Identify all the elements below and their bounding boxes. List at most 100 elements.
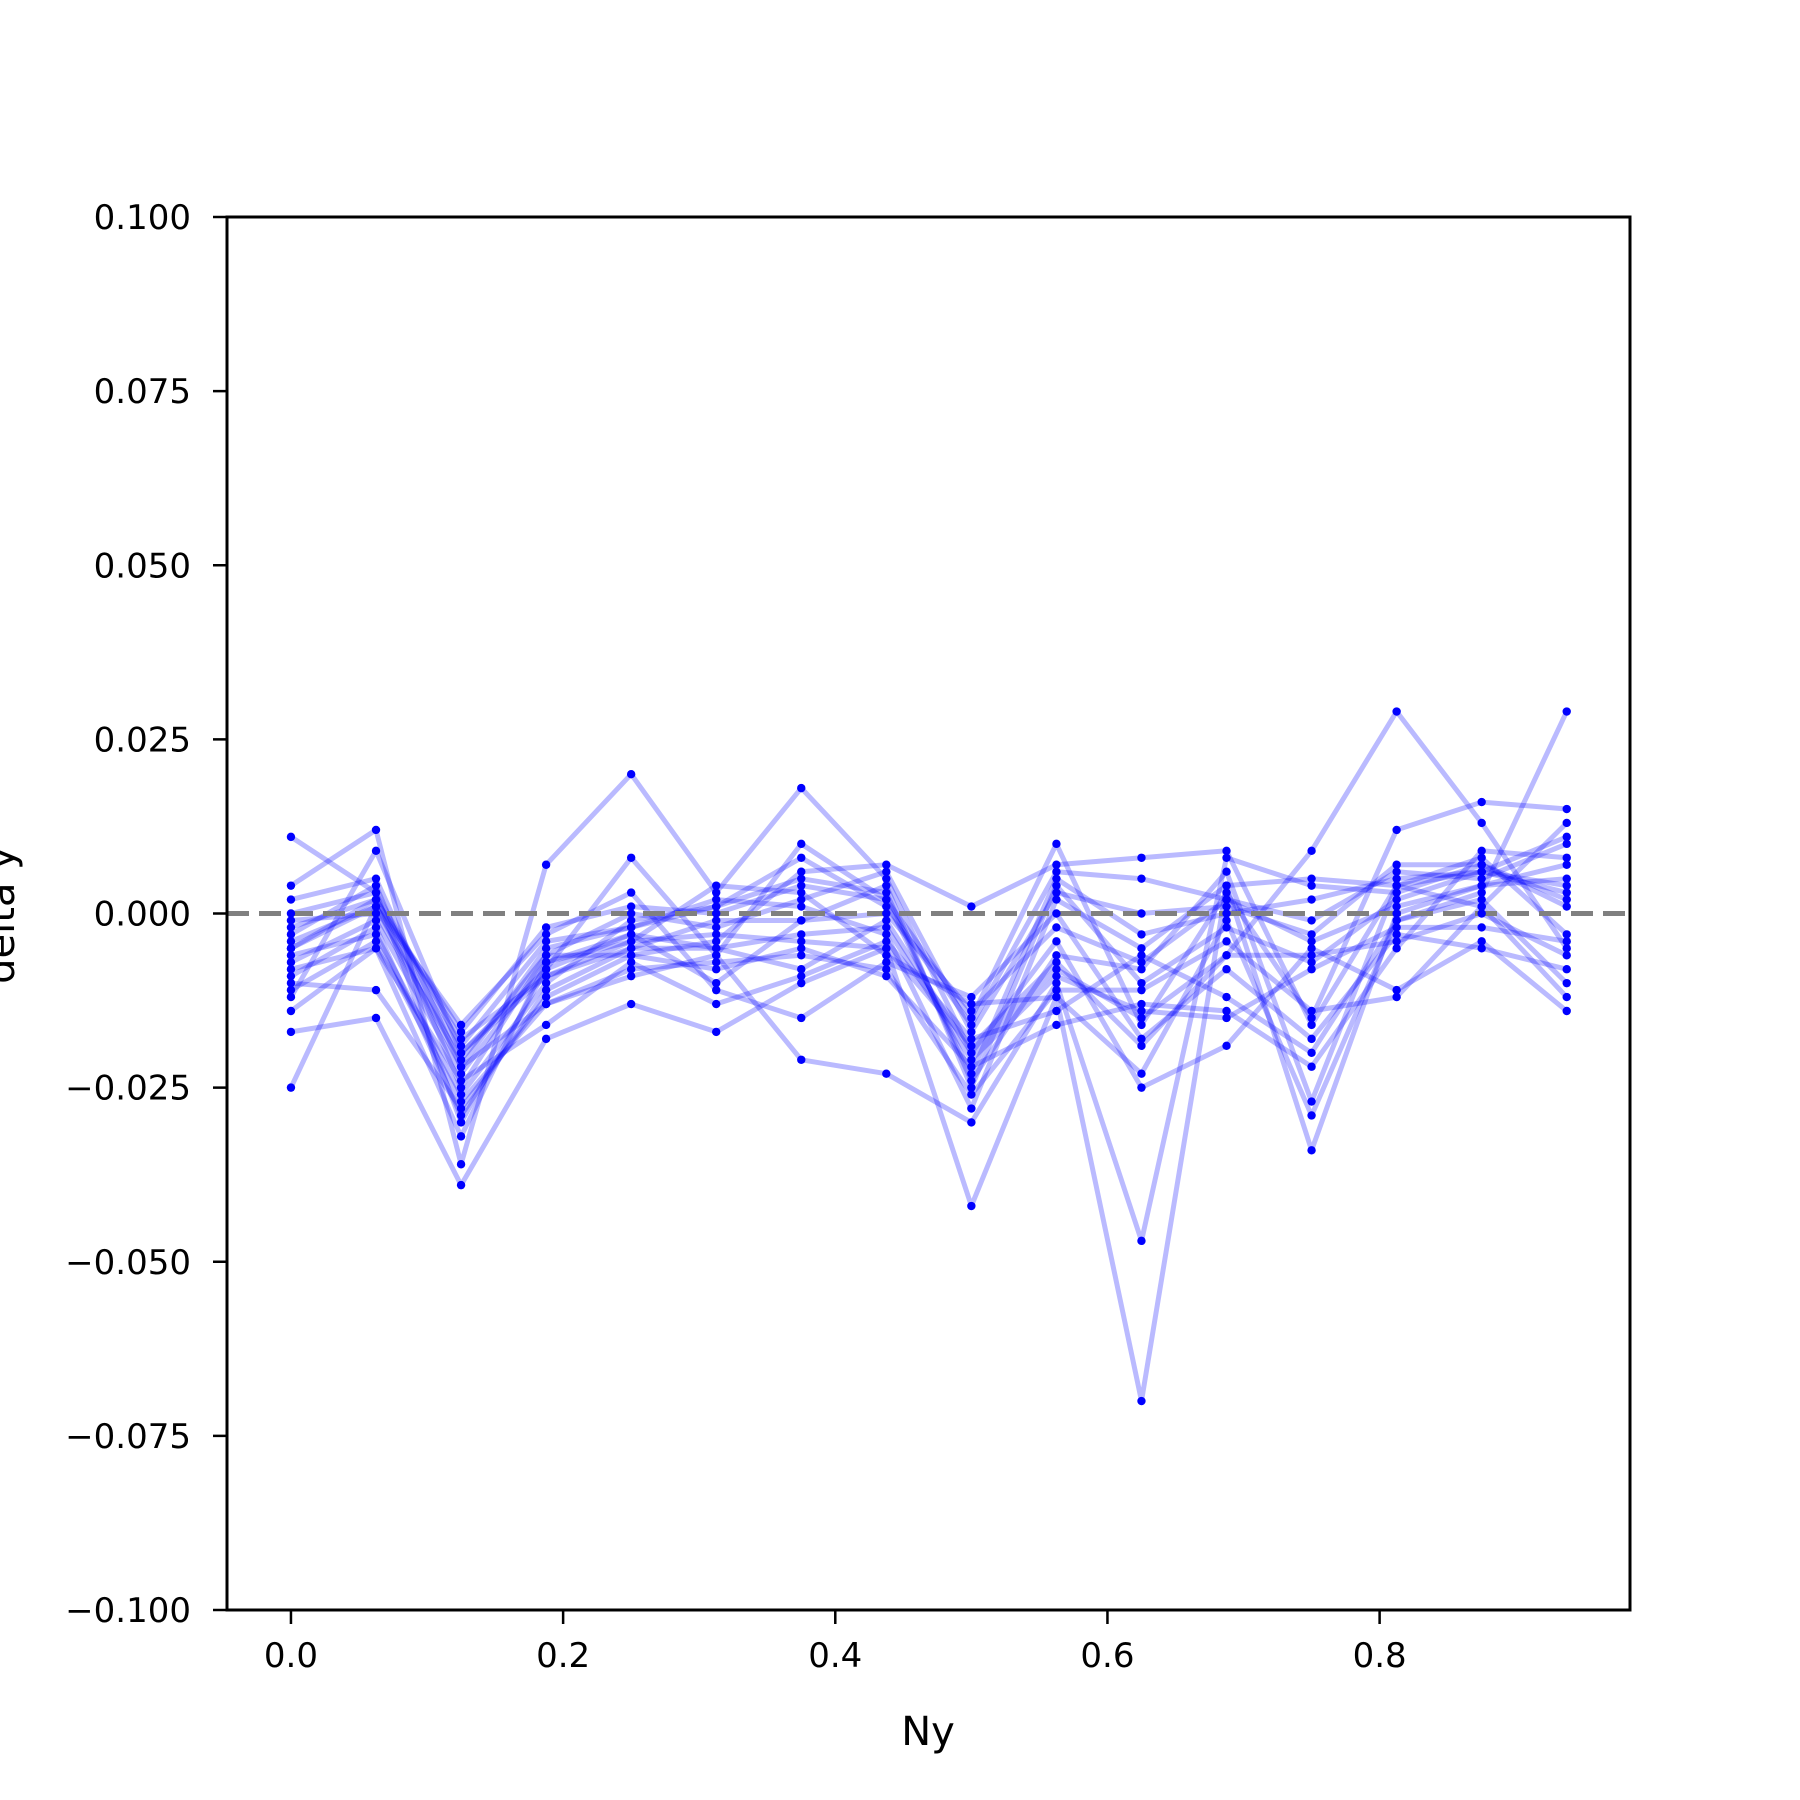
data-point-18-8 [882, 895, 891, 904]
data-point-14-3 [456, 1055, 466, 1064]
data-point-5-13 [1307, 1013, 1316, 1023]
data-point-11-6 [712, 985, 721, 995]
data-point-9-14 [1392, 909, 1401, 918]
data-point-16-15 [1477, 874, 1486, 883]
data-point-12-3 [456, 1090, 466, 1099]
data-point-4-13 [1307, 846, 1316, 856]
data-point-3-7 [797, 978, 806, 988]
data-point-1-14 [1392, 895, 1401, 904]
data-point-17-11 [1137, 1041, 1146, 1051]
data-point-8-8 [882, 951, 891, 960]
data-point-6-16 [1562, 832, 1571, 842]
data-point-5-16 [1562, 804, 1571, 814]
data-point-16-10 [1052, 867, 1061, 876]
data-point-9-2 [371, 874, 381, 883]
data-point-2-8 [882, 1069, 891, 1078]
data-point-16-14 [1392, 867, 1401, 876]
data-point-15-3 [456, 1111, 466, 1120]
data-point-18-14 [1392, 874, 1401, 883]
data-point-12-13 [1307, 1097, 1316, 1106]
data-point-14-8 [882, 867, 891, 876]
data-point-8-15 [1477, 888, 1486, 897]
data-point-15-13 [1307, 965, 1316, 974]
data-point-1-13 [1307, 958, 1316, 967]
data-point-1-16 [1562, 888, 1571, 897]
data-point-4-7 [797, 783, 806, 793]
data-point-20-7 [797, 916, 806, 925]
data-point-11-13 [1307, 1034, 1316, 1044]
data-point-12-1 [286, 951, 296, 960]
data-point-6-8 [882, 860, 891, 869]
data-point-7-12 [1222, 1041, 1231, 1051]
data-point-7-10 [1052, 937, 1061, 946]
data-point-19-12 [1222, 937, 1231, 946]
data-point-13-8 [882, 937, 891, 946]
data-point-5-6 [712, 951, 721, 960]
data-point-14-5 [626, 909, 636, 918]
series-line-7 [290, 918, 1569, 1139]
data-point-10-12 [1222, 1006, 1231, 1016]
data-point-2-13 [1307, 881, 1316, 890]
data-point-18-10 [1052, 874, 1061, 883]
data-point-17-6 [712, 930, 721, 939]
data-point-10-5 [626, 951, 636, 960]
data-point-2-7 [797, 1055, 806, 1064]
data-point-2-9 [967, 1118, 976, 1127]
data-point-10-3 [456, 1104, 466, 1113]
data-point-1-3 [456, 1118, 466, 1127]
y-tick-label: −0.025 [65, 1069, 191, 1109]
series-line-9 [290, 876, 1567, 1153]
data-point-2-10 [1052, 978, 1061, 988]
data-point-13-7 [797, 971, 806, 981]
data-point-11-14 [1392, 930, 1401, 939]
data-point-19-7 [797, 951, 806, 960]
data-point-17-2 [371, 916, 381, 925]
data-point-13-12 [1222, 992, 1231, 1002]
data-point-13-3 [456, 1076, 466, 1085]
data-point-11-11 [1137, 1034, 1146, 1044]
data-point-13-15 [1477, 895, 1486, 904]
data-point-4-1 [286, 881, 296, 890]
data-point-16-11 [1137, 874, 1146, 883]
data-point-17-9 [967, 1041, 976, 1051]
series-line-2 [288, 855, 1568, 1244]
data-point-4-5 [626, 770, 636, 779]
data-point-9-10 [1052, 895, 1061, 904]
y-tick-label: 0.000 [94, 895, 191, 935]
data-point-10-7 [797, 944, 806, 953]
data-point-18-12 [1222, 909, 1231, 918]
data-point-11-7 [797, 1013, 806, 1023]
data-point-16-6 [712, 902, 721, 911]
data-point-9-11 [1137, 944, 1146, 953]
data-point-19-16 [1562, 992, 1571, 1002]
data-point-10-4 [541, 992, 551, 1002]
data-point-11-1 [286, 937, 296, 946]
data-point-5-4 [541, 965, 551, 974]
data-point-1-11 [1137, 978, 1146, 988]
data-point-17-1 [286, 958, 296, 967]
data-point-14-13 [1307, 930, 1316, 939]
data-point-20-10 [1052, 923, 1061, 932]
data-point-5-10 [1052, 839, 1061, 849]
data-point-13-1 [286, 1006, 296, 1016]
series-line-13 [289, 897, 1569, 1084]
data-point-12-7 [797, 874, 806, 883]
series-line-1 [289, 834, 1568, 1125]
data-point-20-14 [1392, 902, 1401, 911]
data-point-13-9 [967, 1034, 976, 1044]
data-point-18-13 [1307, 895, 1316, 904]
data-point-5-1 [286, 992, 296, 1002]
data-point-11-9 [967, 992, 976, 1002]
data-point-7-5 [626, 930, 636, 939]
data-point-17-12 [1222, 951, 1231, 960]
data-point-19-6 [712, 958, 721, 967]
data-point-7-14 [1392, 985, 1401, 995]
data-point-6-11 [1137, 853, 1146, 862]
data-point-20-11 [1137, 958, 1146, 967]
data-point-8-7 [797, 888, 806, 897]
y-tick-label: 0.075 [94, 372, 191, 412]
data-point-14-2 [371, 909, 381, 918]
data-point-7-3 [456, 1132, 466, 1141]
data-point-1-1 [286, 832, 296, 842]
data-point-18-5 [626, 902, 636, 911]
